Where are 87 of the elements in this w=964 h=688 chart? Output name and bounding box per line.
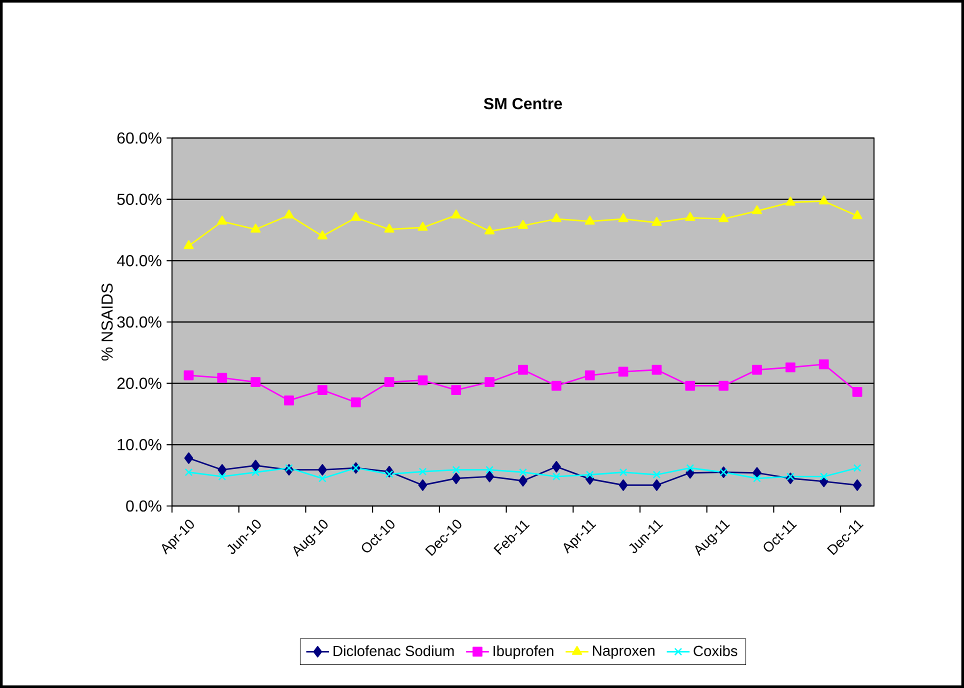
point [252, 468, 260, 476]
point [451, 210, 462, 218]
point [618, 213, 628, 222]
point [284, 396, 294, 406]
point [852, 210, 862, 220]
point [552, 472, 560, 481]
point [485, 470, 494, 482]
point [384, 224, 394, 233]
point [652, 470, 661, 479]
point [584, 216, 595, 225]
point [486, 466, 494, 474]
point [350, 212, 361, 221]
point [551, 213, 562, 222]
point [853, 464, 862, 472]
point [652, 216, 662, 226]
point [518, 220, 528, 229]
point [752, 364, 762, 375]
point [384, 377, 394, 388]
point [786, 472, 794, 481]
point [752, 467, 762, 479]
point [518, 364, 528, 375]
point [250, 377, 261, 388]
point [752, 205, 762, 214]
y-tick-label: 0.0% [126, 500, 162, 512]
point [484, 225, 495, 234]
point [718, 213, 729, 222]
point [718, 380, 729, 391]
point [652, 479, 662, 491]
point [452, 472, 461, 484]
y-tick-label: 50.0% [117, 194, 162, 205]
point [452, 466, 460, 474]
point [686, 464, 694, 472]
point [451, 385, 462, 396]
point [753, 474, 761, 482]
y-tick-label: 30.0% [117, 316, 162, 328]
point [852, 386, 862, 397]
point [820, 472, 828, 481]
point [518, 475, 528, 487]
point [418, 468, 427, 476]
y-tick-label: 20.0% [117, 378, 162, 389]
point [852, 479, 862, 491]
point [184, 240, 194, 250]
y-tick-label: 10.0% [118, 439, 162, 450]
y-tick-label: 60.0% [117, 132, 162, 144]
y-axis-title: % NSAIDS [101, 284, 113, 361]
point [385, 470, 394, 478]
point [217, 372, 228, 383]
legend-label: Naproxen [593, 646, 654, 659]
point [785, 196, 796, 206]
point [184, 370, 194, 380]
point [284, 210, 294, 218]
point [318, 474, 326, 482]
point [184, 452, 194, 464]
point [685, 212, 696, 221]
point [551, 380, 562, 391]
point [250, 224, 261, 233]
point [619, 468, 628, 476]
legend-label: Diclofenac Sodium [334, 645, 454, 656]
point [317, 385, 328, 396]
point [785, 362, 796, 372]
point [618, 366, 628, 377]
point [217, 216, 228, 225]
y-tick-label: 40.0% [116, 255, 162, 266]
point [350, 397, 361, 408]
chart-title: SM Centre [484, 98, 562, 110]
point [184, 468, 193, 476]
legend-label: Coxibs [694, 645, 738, 656]
point [818, 195, 829, 204]
point [218, 472, 226, 481]
point [318, 464, 327, 476]
point [251, 460, 260, 472]
point [552, 461, 561, 472]
point [818, 359, 829, 370]
point [519, 468, 527, 476]
point [418, 375, 428, 386]
point [317, 230, 328, 240]
point [618, 479, 628, 491]
point [652, 364, 662, 375]
point [584, 370, 595, 380]
point [586, 470, 594, 479]
point [218, 464, 227, 476]
point [484, 377, 495, 388]
point [418, 479, 428, 491]
point [685, 380, 696, 391]
point [285, 464, 293, 472]
point [418, 222, 428, 231]
legend-label: Ibuprofen [494, 645, 554, 660]
